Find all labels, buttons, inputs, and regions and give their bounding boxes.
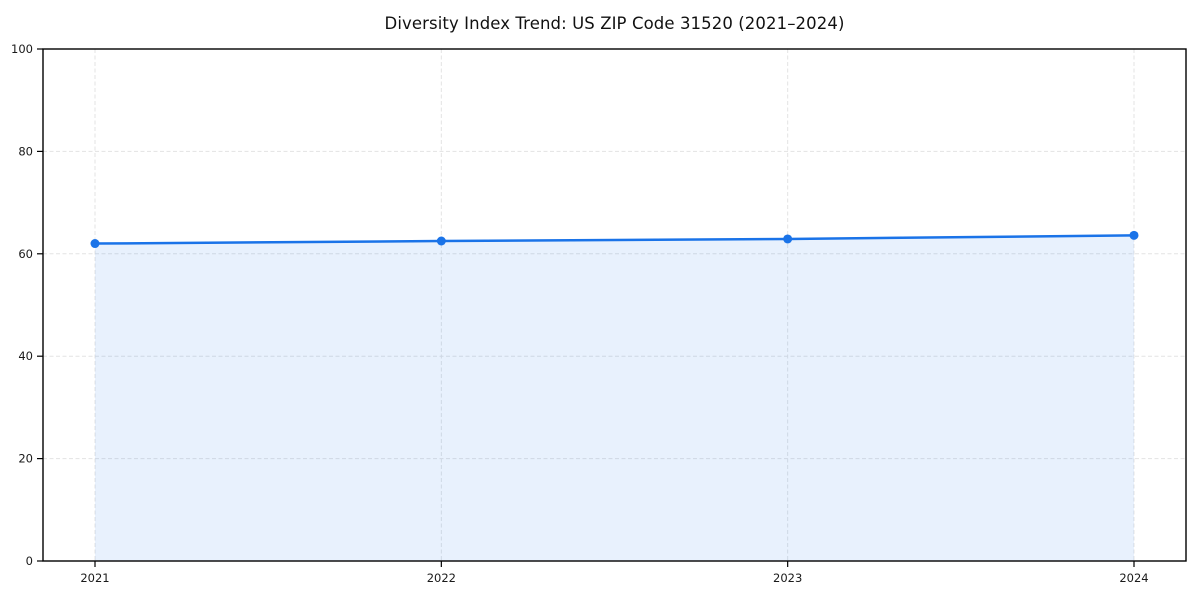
trend-line xyxy=(93,234,1136,245)
data-point-2021 xyxy=(90,239,100,249)
data-point-2023 xyxy=(783,234,793,244)
y-axis: 0 20 40 60 80 100 xyxy=(11,42,43,568)
data-point-2022 xyxy=(436,236,446,246)
y-tick-label: 0 xyxy=(26,554,33,568)
area-fill xyxy=(95,235,1134,562)
chart-title: Diversity Index Trend: US ZIP Code 31520… xyxy=(384,14,845,33)
y-tick-label: 60 xyxy=(18,247,33,261)
x-tick-label: 2021 xyxy=(80,571,109,585)
data-point-2024 xyxy=(1129,230,1139,240)
y-tick-label: 40 xyxy=(18,349,33,363)
x-tick-label: 2023 xyxy=(773,571,802,585)
gridlines xyxy=(43,49,1186,561)
plot-frame xyxy=(42,48,1187,562)
data-points xyxy=(90,230,1139,249)
y-tick-label: 20 xyxy=(18,452,33,466)
x-tick-label: 2022 xyxy=(427,571,456,585)
x-tick-label: 2024 xyxy=(1119,571,1148,585)
x-axis: 2021 2022 2023 2024 xyxy=(80,561,1149,585)
y-tick-label: 100 xyxy=(11,42,33,56)
y-tick-label: 80 xyxy=(18,144,33,158)
